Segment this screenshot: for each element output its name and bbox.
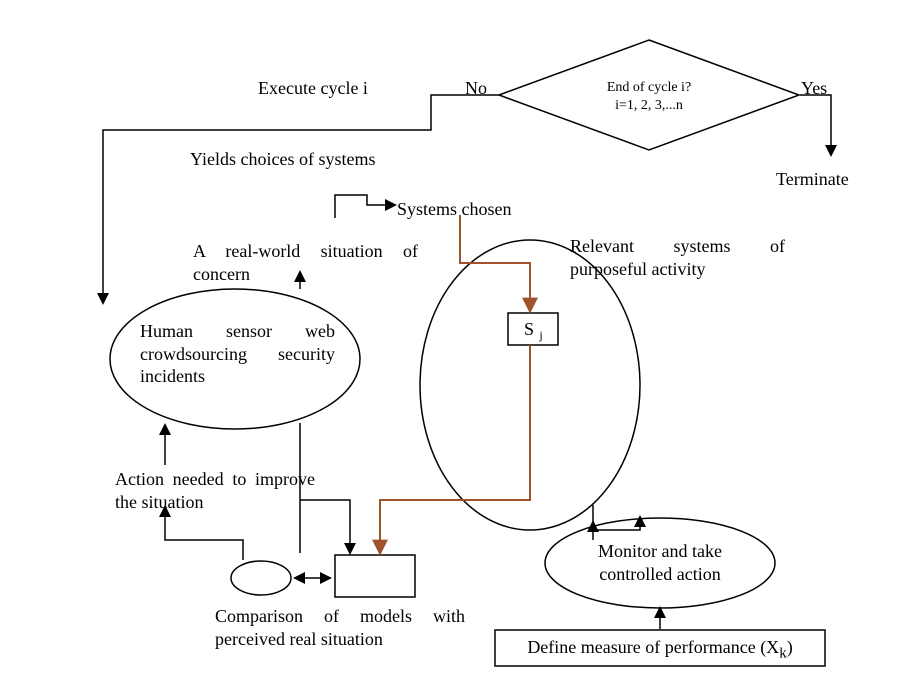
monitor-text: Monitor and take controlled action — [575, 540, 745, 585]
small-ellipse — [231, 561, 291, 595]
sj-sub: j — [538, 328, 542, 342]
relevant-systems-label: Relevant systems of purposeful activity — [570, 235, 785, 280]
decision-line2: i=1, 2, 3,...n — [615, 98, 683, 113]
real-world-label: A real-world situation of concern — [193, 240, 418, 285]
systems-chosen-to-sj — [460, 215, 530, 311]
execute-cycle-label: Execute cycle i — [258, 77, 368, 100]
define-measure-text: Define measure of performance (Xk) — [495, 636, 825, 663]
purposeful-to-monitor — [593, 505, 640, 530]
sj-down-to-compare — [380, 345, 530, 553]
yields-label: Yields choices of systems — [190, 148, 400, 171]
define-measure-inner: Define measure of performance (Xk) — [527, 637, 792, 657]
no-label: No — [465, 77, 487, 100]
decision-diamond — [499, 40, 799, 150]
diagram-svg: End of cycle i? i=1, 2, 3,...n Sj — [0, 0, 900, 683]
systems-chosen-label: Systems chosen — [397, 198, 512, 221]
sj-label: S — [524, 319, 534, 339]
compare-rect — [335, 555, 415, 597]
yes-label: Yes — [801, 77, 827, 100]
terminate-label: Terminate — [776, 168, 849, 191]
decision-yes-right-down — [800, 95, 831, 155]
yields-up-left-step — [335, 195, 395, 218]
action-needed-label: Action needed to improve the situation — [115, 468, 315, 513]
decision-line1: End of cycle i? — [607, 80, 691, 95]
ellipse-main-text: Human sensor web crowdsourcing security … — [140, 320, 335, 388]
comparison-label: Comparison of models with perceived real… — [215, 605, 465, 650]
diagram-canvas: End of cycle i? i=1, 2, 3,...n Sj Execute … — [0, 0, 900, 683]
compare-up-to-action — [165, 507, 243, 560]
